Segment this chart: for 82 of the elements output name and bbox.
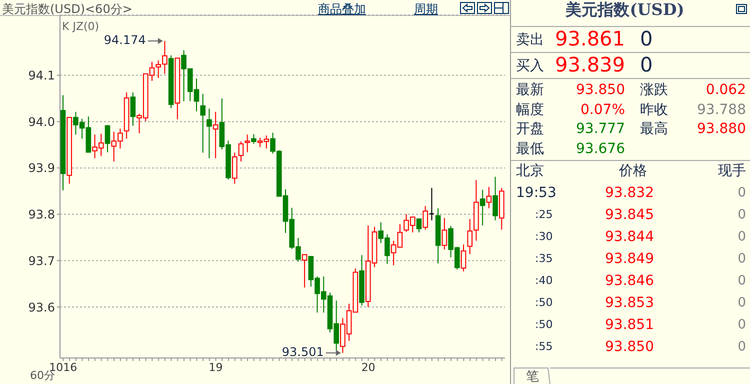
candlestick [460,244,466,272]
candlestick [302,254,308,288]
text: 0 [640,26,653,50]
candlestick [467,218,473,255]
annotation: 周期 [414,1,438,18]
text: 93.788 [697,102,746,118]
text: 0 [738,296,746,311]
text: 93.839 [555,52,625,76]
candlestick [428,187,434,221]
text: 0 [738,252,746,267]
text: 现手 [718,162,746,179]
text: 93.853 [605,294,654,311]
text: :40 [535,274,553,288]
text: 60分 [30,369,55,383]
candlestick [416,218,422,233]
text: 93.844 [605,228,654,245]
text: 美元指数(USD) [564,0,684,19]
text: 0 [738,186,746,201]
text: 93.850 [605,338,654,355]
chart-title: 美元指数(USD)<60分> [2,1,132,18]
x-tick-label: 20 [361,360,376,374]
text: 93.832 [605,184,654,201]
text: 93.846 [605,272,654,289]
text: 93.777 [576,120,625,137]
y-tick-label: 93.9 [28,161,55,176]
text: :50 [535,318,553,332]
annotation: 商品叠加 [318,1,366,18]
annotation: 94.174 [104,33,146,48]
candlestick [232,152,238,184]
candlestick [206,108,212,159]
text: :30 [535,230,553,244]
text: 幅度 [516,102,544,118]
text: 0.062 [706,82,746,98]
text: 0 [738,208,746,223]
text: 昨收 [640,102,668,118]
candlestick [244,134,250,153]
text: 最高 [640,120,668,137]
text: 0.07% [580,102,625,118]
y-tick-label: 93.7 [28,254,55,268]
text: 最新 [516,82,544,98]
x-tick-label: 19 [208,360,223,374]
text: :25 [535,208,553,222]
candlestick [104,124,110,153]
text: 卖出 [516,32,544,48]
text: 93.849 [605,250,654,267]
candlestick [486,186,492,209]
text: 买入 [516,58,544,74]
text: 93.851 [605,316,654,333]
y-tick-label: 94.1 [28,68,55,83]
y-tick-label: 93.8 [28,208,55,222]
text: 开盘 [516,120,544,137]
text: 0 [640,52,653,76]
candlestick [200,93,206,154]
candlestick [422,205,428,230]
text: 93.845 [605,206,654,223]
text: 19:53 [516,184,556,201]
candlestick [442,218,448,250]
text: 涨跌 [640,82,668,98]
candlestick [212,111,218,159]
candlestick [130,92,136,126]
annotation: K JZ(0) [62,20,100,33]
text: :55 [535,340,553,354]
text: 0 [738,274,746,289]
text: 0 [738,340,746,355]
text: 北京 [516,162,544,179]
y-tick-label: 93.6 [28,300,55,314]
candlestick [251,134,256,144]
text: 93.676 [576,140,626,157]
text: 0 [738,318,746,333]
text: 0 [738,230,746,245]
text: 93.861 [555,26,625,50]
text: 价格 [618,162,647,179]
text: 最低 [516,140,544,157]
text: :35 [535,252,553,266]
candlestick [492,176,498,221]
text: 93.850 [576,82,625,98]
candlestick [238,141,244,162]
y-tick-label: 94.0 [28,114,55,129]
candlestick [480,189,486,226]
annotation: 93.501 [282,345,324,360]
text: :50 [535,296,553,310]
text: 93.880 [697,120,746,137]
